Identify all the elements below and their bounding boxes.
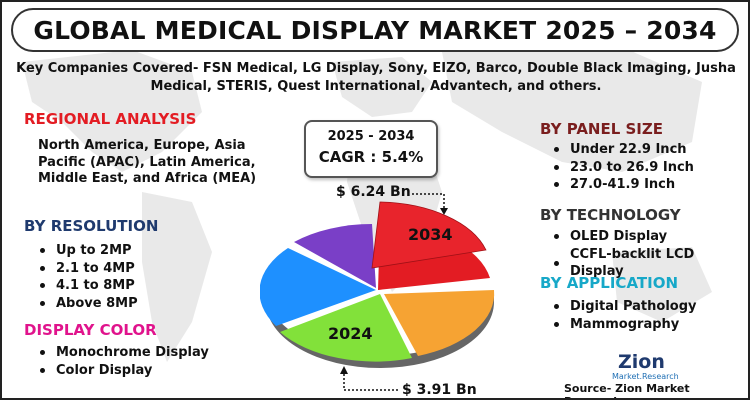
resolution-list: Up to 2MP 2.1 to 4MP 4.1 to 8MP Above 8M… bbox=[40, 242, 138, 312]
application-list: Digital Pathology Mammography bbox=[554, 298, 697, 333]
end-value-label: $ 6.24 Bn bbox=[336, 184, 411, 200]
bullet-icon bbox=[554, 260, 559, 266]
list-item: 4.1 to 8MP bbox=[40, 277, 138, 295]
list-item: 2.1 to 4MP bbox=[40, 260, 138, 278]
display-color-heading: DISPLAY COLOR bbox=[24, 321, 157, 339]
bullet-icon bbox=[40, 367, 45, 373]
by-panel-size-heading: BY PANEL SIZE bbox=[540, 120, 664, 138]
bullet-icon bbox=[40, 265, 45, 271]
start-value-arrow bbox=[340, 366, 398, 391]
panel-size-list: Under 22.9 Inch 23.0 to 26.9 Inch 27.0-4… bbox=[554, 141, 694, 194]
regional-analysis-text: North America, Europe, Asia Pacific (APA… bbox=[38, 138, 257, 186]
pie-slice-orange bbox=[384, 290, 495, 356]
zion-logo: Zion Market.Research bbox=[612, 351, 679, 381]
list-item: Up to 2MP bbox=[40, 242, 138, 260]
list-item: Under 22.9 Inch bbox=[554, 141, 694, 159]
list-item: Digital Pathology bbox=[554, 298, 697, 316]
key-companies-text: Key Companies Covered- FSN Medical, LG D… bbox=[16, 61, 736, 94]
page-title: GLOBAL MEDICAL DISPLAY MARKET 2025 – 203… bbox=[33, 15, 717, 45]
regional-analysis-heading: REGIONAL ANALYSIS bbox=[24, 110, 197, 128]
pie-label-2034: 2034 bbox=[408, 225, 453, 244]
list-item: Mammography bbox=[554, 316, 697, 334]
list-item: Color Display bbox=[40, 362, 209, 380]
list-item: 27.0-41.9 Inch bbox=[554, 176, 694, 194]
start-value-label: $ 3.91 Bn bbox=[402, 382, 477, 398]
list-item: 23.0 to 26.9 Inch bbox=[554, 159, 694, 177]
market-pie-chart: 2034 2024 bbox=[260, 201, 495, 368]
title-banner: GLOBAL MEDICAL DISPLAY MARKET 2025 – 203… bbox=[11, 8, 739, 52]
list-item: Above 8MP bbox=[40, 295, 138, 313]
pie-slice-2024 bbox=[280, 294, 412, 362]
cagr-rate: CAGR : 5.4% bbox=[318, 148, 424, 166]
bullet-icon bbox=[40, 350, 45, 356]
pie-label-2024: 2024 bbox=[328, 324, 373, 343]
logo-sub: Market.Research bbox=[612, 372, 679, 381]
by-technology-heading: BY TECHNOLOGY bbox=[540, 206, 681, 224]
pie-slice-blue bbox=[260, 248, 376, 326]
bullet-icon bbox=[40, 283, 45, 289]
list-item: OLED Display bbox=[554, 228, 748, 246]
bullet-icon bbox=[554, 304, 559, 310]
source-text: Source- Zion Market Research bbox=[564, 382, 690, 398]
by-application-heading: BY APPLICATION bbox=[540, 274, 679, 292]
list-item: CCFL-backlit LCD Display bbox=[554, 246, 748, 281]
bullet-icon bbox=[554, 164, 559, 170]
bullet-icon bbox=[40, 300, 45, 306]
list-item: Monochrome Display bbox=[40, 344, 209, 362]
bullet-icon bbox=[554, 147, 559, 153]
end-value-arrow bbox=[412, 193, 448, 215]
pie-slice-highlight bbox=[371, 201, 487, 269]
pie-slice-purple bbox=[294, 224, 376, 288]
bullet-icon bbox=[554, 234, 559, 240]
bullet-icon bbox=[554, 321, 559, 327]
cagr-box: 2025 - 2034 CAGR : 5.4% bbox=[304, 120, 438, 178]
bullet-icon bbox=[554, 182, 559, 188]
display-color-list: Monochrome Display Color Display bbox=[40, 344, 209, 379]
by-resolution-heading: BY RESOLUTION bbox=[24, 217, 159, 235]
cagr-years: 2025 - 2034 bbox=[327, 129, 415, 144]
logo-name: Zion bbox=[618, 351, 665, 373]
bullet-icon bbox=[40, 248, 45, 254]
technology-list: OLED Display CCFL-backlit LCD Display bbox=[554, 228, 748, 281]
